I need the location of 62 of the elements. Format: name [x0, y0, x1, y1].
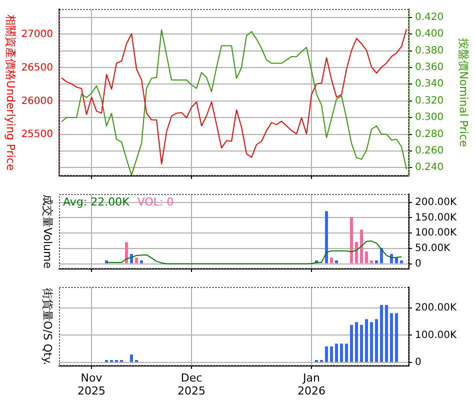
y-tick-label: 150.00K [415, 212, 457, 224]
y2-tick-label: 0.420 [415, 12, 444, 23]
bar [385, 304, 388, 362]
y-tick-label: 0 [415, 357, 422, 368]
y-tick-label: 200.00K [415, 196, 457, 208]
bar [350, 324, 353, 362]
bar [350, 217, 353, 264]
bar [375, 260, 378, 264]
y-tick-label: 200.00K [415, 302, 457, 314]
y-tick-label: 100.00K [415, 330, 457, 341]
bar [395, 257, 398, 264]
y2-tick-label: 0.280 [415, 128, 444, 140]
bar [330, 346, 333, 362]
y-tick-label: 26000 [21, 96, 53, 107]
bar [400, 260, 403, 264]
bar [135, 258, 138, 264]
y2-tick-label: 0.400 [415, 28, 444, 40]
bar [325, 346, 328, 362]
y-axis-title: 街貨量O/S Qty. [41, 288, 54, 366]
x-tick-label: Nov 2025 [78, 371, 106, 398]
bar [395, 313, 398, 362]
y2-tick-label: 0.340 [415, 78, 444, 90]
bar [325, 211, 328, 264]
y-axis-title: 相關資產價格Underlying Price [4, 14, 18, 171]
bar [125, 242, 128, 264]
bar [140, 260, 143, 264]
text: VOL: 0 [137, 195, 174, 208]
bar [370, 322, 373, 362]
x-tick-label: Jan 2026 [298, 371, 326, 398]
bar [355, 322, 358, 362]
text: Avg: 22.00K [63, 195, 130, 208]
bar [370, 260, 373, 264]
y-tick-label: 100.00K [415, 228, 457, 239]
bar [355, 242, 358, 264]
bar [390, 313, 393, 362]
bar [380, 248, 383, 264]
bar [330, 258, 333, 264]
y2-tick-label: 0.320 [415, 95, 444, 106]
y-tick-label: 26500 [21, 62, 53, 74]
bar [340, 344, 343, 362]
bar [130, 354, 133, 362]
y2-tick-label: 0.260 [415, 146, 444, 157]
bar [360, 230, 363, 264]
y2-tick-label: 0.300 [415, 112, 444, 124]
bar [375, 319, 378, 362]
y-tick-label: 27000 [21, 28, 53, 40]
bar [360, 324, 363, 362]
bar [365, 319, 368, 362]
bar [335, 344, 338, 362]
bar [335, 260, 338, 264]
bar [365, 251, 368, 264]
y2-axis-title: 按盤價Nominal Price [457, 38, 470, 148]
bar [380, 304, 383, 362]
x-tick-label: Dec 2025 [178, 371, 206, 398]
y-tick-label: 50.00K [415, 243, 451, 254]
y-tick-label: 25500 [21, 129, 53, 140]
y2-tick-label: 0.360 [415, 62, 444, 74]
bar [345, 344, 348, 362]
y2-tick-label: 0.380 [415, 45, 444, 56]
y2-tick-label: 0.240 [415, 162, 444, 174]
y-tick-label: 0 [415, 258, 422, 270]
y-axis-title: 成交量Volume [41, 194, 54, 269]
